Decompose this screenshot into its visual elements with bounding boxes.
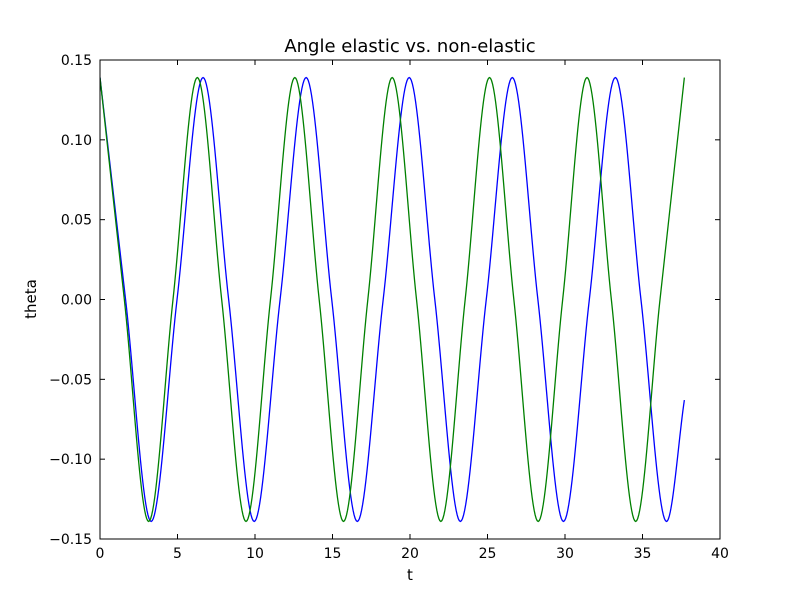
series-line-1 bbox=[100, 76, 685, 523]
x-tick-label: 30 bbox=[556, 546, 574, 562]
y-tick-label: 0.00 bbox=[61, 293, 92, 309]
x-tick-label: 20 bbox=[401, 546, 419, 562]
plot-area bbox=[99, 59, 721, 540]
x-axis-label: t bbox=[407, 566, 413, 584]
x-tick-label: 25 bbox=[479, 546, 497, 562]
x-tick-label: 0 bbox=[96, 546, 105, 562]
y-tick-label: 0.15 bbox=[61, 53, 92, 69]
y-tick-label: 0.10 bbox=[61, 133, 92, 149]
y-tick-label: −0.15 bbox=[49, 532, 92, 548]
x-tick-label: 40 bbox=[711, 546, 729, 562]
series-lines bbox=[100, 76, 685, 523]
x-tick-label: 35 bbox=[634, 546, 652, 562]
y-tick-label: −0.05 bbox=[49, 372, 92, 388]
x-tick-label: 10 bbox=[246, 546, 264, 562]
series-line-2 bbox=[100, 76, 685, 523]
y-axis-label: theta bbox=[22, 279, 40, 319]
axis-ticks: 0 5 10 15 20 25 30 35 40 0.15 0.10 0.05 0.00 −0.05 −0.… bbox=[49, 53, 729, 562]
y-tick-label: −0.10 bbox=[49, 452, 92, 468]
chart-title: Angle elastic vs. non-elastic bbox=[284, 36, 535, 57]
x-tick-label: 15 bbox=[324, 546, 342, 562]
y-tick-label: 0.05 bbox=[61, 213, 92, 229]
x-tick-label: 5 bbox=[173, 546, 182, 562]
